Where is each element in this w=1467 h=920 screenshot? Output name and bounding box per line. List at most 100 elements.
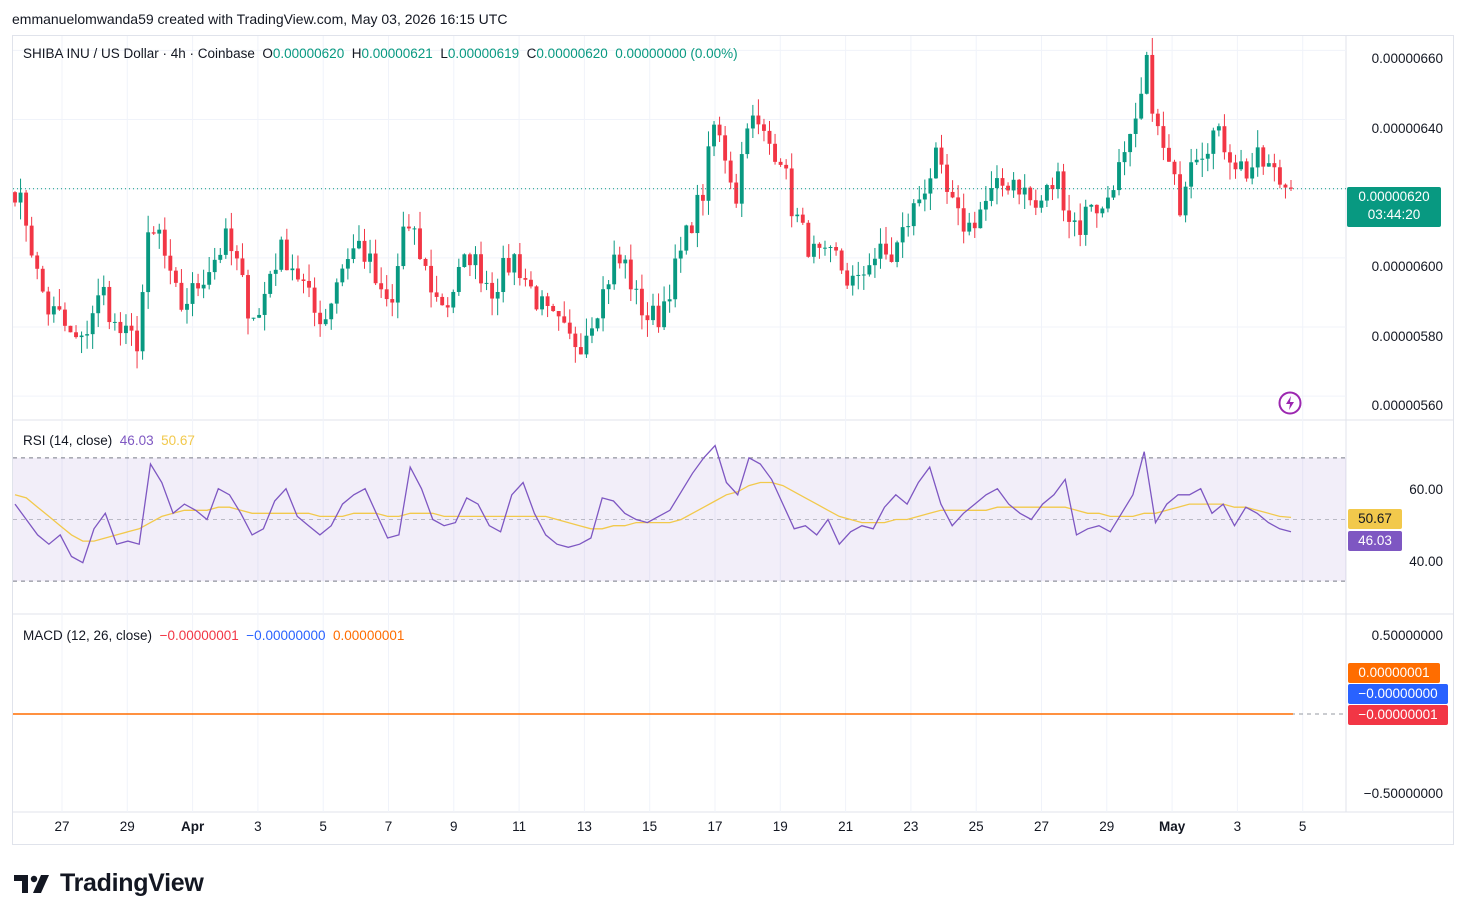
candle-body — [639, 288, 644, 316]
time-tick-label: 29 — [119, 819, 135, 834]
candle-body — [789, 168, 794, 217]
candle — [418, 211, 422, 260]
candle — [1061, 163, 1066, 222]
candle — [895, 240, 900, 268]
candle — [96, 278, 101, 328]
candle-body — [1094, 204, 1099, 214]
candle — [112, 313, 117, 331]
candle-body — [1194, 159, 1199, 163]
chart-attribution: emmanuelomwanda59 created with TradingVi… — [12, 11, 508, 27]
close-label: C — [526, 46, 537, 61]
candle-body — [1039, 200, 1044, 208]
candle-body — [617, 254, 622, 264]
macd-legend[interactable]: MACD (12, 26, close) −0.00000001 −0.0000… — [23, 628, 404, 643]
price-tick: 0.00000600 — [1371, 259, 1443, 274]
time-tick-label: 17 — [707, 819, 723, 834]
candle-body — [1150, 54, 1155, 114]
time-tick-label: 13 — [576, 819, 592, 834]
candle — [101, 275, 106, 306]
candle — [1144, 51, 1149, 95]
candle — [811, 235, 816, 264]
candle-body — [717, 124, 722, 136]
candle-body — [157, 229, 162, 234]
candle — [190, 272, 195, 317]
candle-body — [29, 225, 34, 256]
candle-body — [939, 147, 944, 165]
candle-body — [667, 299, 672, 302]
candle-body — [74, 332, 78, 338]
candle-body — [124, 325, 128, 334]
candle-body — [1283, 184, 1288, 188]
candle-body — [1244, 161, 1249, 179]
candle-body — [673, 258, 678, 300]
candle — [1255, 130, 1260, 177]
candle-body — [1022, 187, 1027, 195]
candle — [567, 309, 572, 340]
candle — [234, 245, 239, 271]
candle — [340, 264, 345, 287]
candle-body — [451, 291, 456, 308]
time-tick-label: 23 — [903, 819, 919, 834]
candle — [85, 320, 90, 349]
candle — [1111, 185, 1116, 201]
candle-body — [734, 182, 739, 204]
lightning-icon[interactable] — [1278, 391, 1302, 415]
macd-hist-value: 0.00000001 — [333, 628, 405, 643]
candle-body — [390, 299, 395, 303]
macd-value: −0.00000001 — [159, 628, 239, 643]
candle — [956, 185, 961, 226]
candle-body — [967, 222, 972, 232]
candle — [146, 215, 151, 309]
candle-body — [745, 128, 750, 155]
candle — [706, 131, 711, 215]
candle — [1189, 148, 1194, 199]
candle-body — [800, 214, 805, 223]
candle — [512, 253, 517, 286]
candle — [745, 123, 750, 159]
candle-body — [567, 322, 572, 334]
candle-body — [51, 306, 56, 315]
candle-body — [773, 143, 777, 162]
price-tick: 0.00000640 — [1371, 121, 1443, 136]
time-tick-label: 25 — [968, 819, 984, 834]
candle-body — [1089, 204, 1094, 207]
candle — [861, 265, 866, 290]
candle — [118, 312, 123, 346]
candle — [983, 186, 988, 221]
candle-body — [1189, 162, 1194, 187]
candle — [445, 297, 450, 318]
tradingview-logo[interactable]: TradingView — [14, 869, 204, 898]
candle — [284, 228, 289, 271]
candle — [273, 253, 278, 286]
candle-body — [723, 135, 728, 161]
rsi-value: 46.03 — [119, 433, 154, 448]
candle — [1100, 206, 1105, 218]
candle — [728, 151, 733, 190]
candle-body — [739, 154, 744, 204]
candle — [529, 271, 533, 289]
price-tick: 0.00000660 — [1371, 51, 1443, 66]
candle — [1033, 189, 1038, 216]
candle — [656, 293, 661, 333]
candle — [1017, 178, 1022, 205]
candle — [723, 126, 728, 174]
candle — [1261, 145, 1266, 175]
rsi-legend[interactable]: RSI (14, close) 46.03 50.67 — [23, 433, 195, 448]
brand-name: TradingView — [60, 869, 204, 897]
candle — [651, 293, 655, 326]
rsi-ma-line — [14, 481, 1292, 542]
candle — [889, 237, 894, 263]
candle-body — [512, 254, 517, 273]
candle — [501, 245, 506, 303]
candle-body — [1222, 126, 1227, 153]
candle-body — [900, 227, 905, 243]
candle — [18, 178, 23, 220]
candle-body — [928, 178, 933, 194]
candle-body — [1233, 162, 1238, 170]
candle — [1183, 181, 1188, 223]
candle — [556, 310, 561, 331]
candle — [1167, 134, 1171, 162]
candle — [734, 173, 739, 208]
candle — [456, 258, 461, 296]
